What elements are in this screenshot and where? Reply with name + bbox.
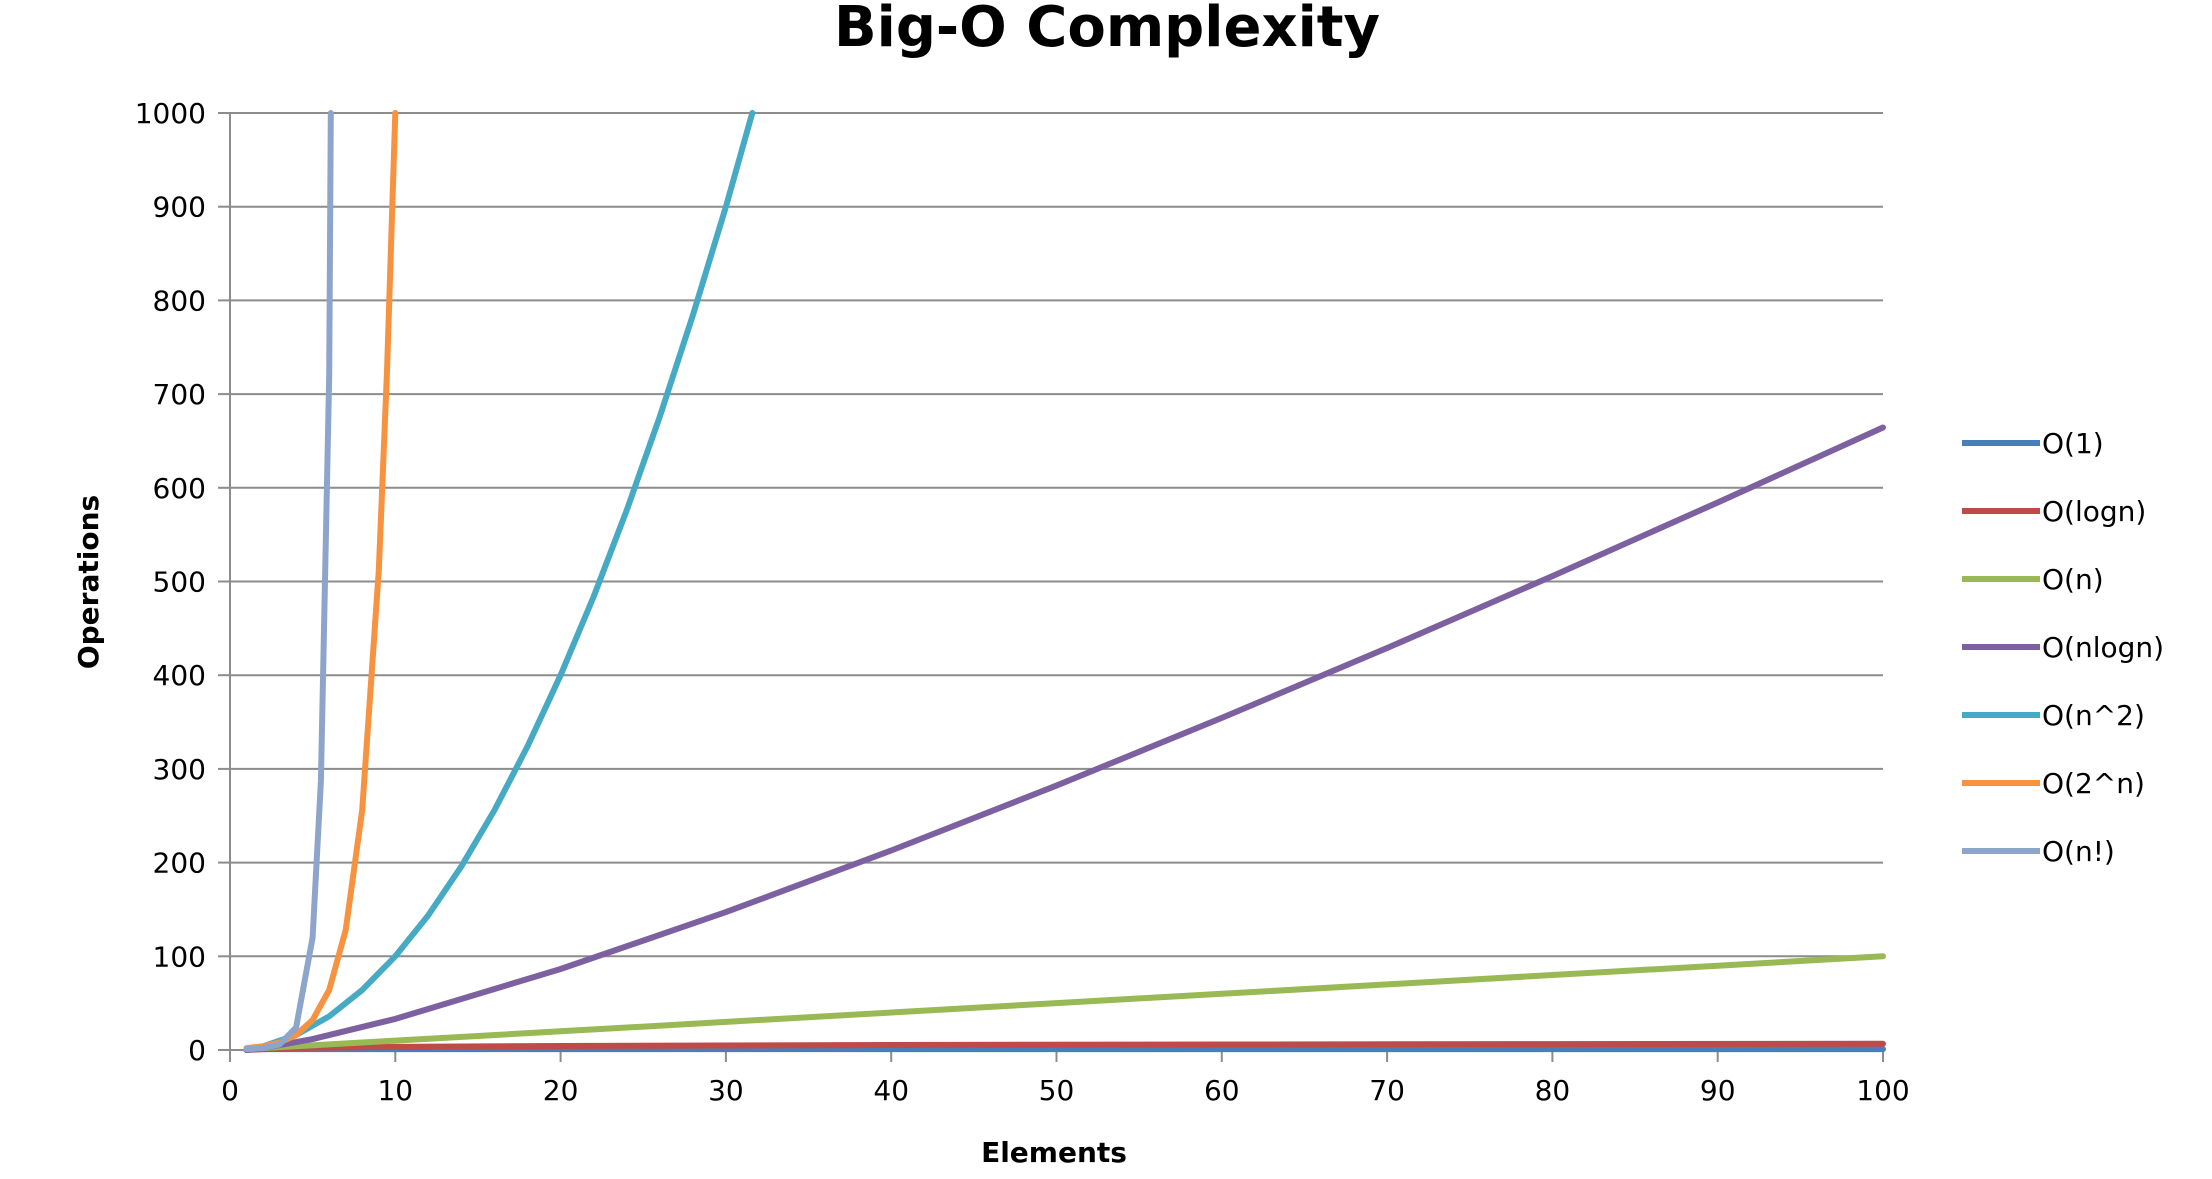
legend-item-o-n: O(n): [1962, 563, 2104, 596]
x-tick-label: 40: [873, 1074, 909, 1107]
legend-label: O(logn): [2042, 495, 2146, 528]
x-tick-label: 90: [1700, 1074, 1736, 1107]
y-tick-label: 400: [153, 659, 206, 692]
y-tick-label: 500: [153, 566, 206, 599]
x-tick-label: 50: [1039, 1074, 1075, 1107]
y-tick-label: 700: [153, 378, 206, 411]
y-tick-label: 200: [153, 847, 206, 880]
legend-item-o-nlogn: O(nlogn): [1962, 631, 2164, 664]
series-line-o-n: [243, 110, 334, 1053]
y-tick-label: 100: [153, 940, 206, 973]
y-tick-label: 800: [153, 284, 206, 317]
y-tick-label: 300: [153, 753, 206, 786]
legend-label: O(n!): [2042, 835, 2115, 868]
x-tick-label: 10: [377, 1074, 413, 1107]
x-tick-label: 100: [1856, 1074, 1909, 1107]
legend-item-o-n: O(n!): [1962, 835, 2115, 868]
legend-label: O(2^n): [2042, 767, 2145, 800]
tick-labels: 0 100 200 300 400 500 600 700 800 900 1000 0 10 20 30 4…: [135, 97, 1910, 1107]
axes: [218, 112, 1884, 1062]
legend-label: O(n^2): [2042, 699, 2145, 732]
series-line-o-nlogn: [243, 424, 1886, 1053]
series-line-o-n-2: [243, 110, 756, 1053]
series-lines: [243, 110, 1886, 1053]
x-tick-label: 80: [1535, 1074, 1571, 1107]
legend-item-o-logn: O(logn): [1962, 495, 2146, 528]
gridlines: [230, 112, 1883, 958]
x-tick-label: 20: [543, 1074, 579, 1107]
legend-item-o-n-2: O(n^2): [1962, 699, 2145, 732]
x-tick-label: 70: [1369, 1074, 1405, 1107]
legend-label: O(n): [2042, 563, 2104, 596]
chart-title: Big-O Complexity: [834, 0, 1380, 60]
y-tick-label: 600: [153, 472, 206, 505]
series-line-o-n: [243, 953, 1886, 1053]
x-axis-title: Elements: [981, 1136, 1127, 1169]
x-tick-label: 30: [708, 1074, 744, 1107]
x-tick-label: 60: [1204, 1074, 1240, 1107]
legend-item-o-2-n: O(2^n): [1962, 767, 2145, 800]
legend: O(1) O(logn) O(n) O(nlogn) O(n^2) O(2^n) O(n!): [1962, 427, 2164, 868]
legend-label: O(1): [2042, 427, 2104, 460]
y-axis-title: Operations: [72, 495, 105, 669]
legend-item-o-1: O(1): [1962, 427, 2104, 460]
y-tick-label: 900: [153, 191, 206, 224]
x-tick-label: 0: [221, 1074, 239, 1107]
legend-label: O(nlogn): [2042, 631, 2164, 664]
y-tick-label: 1000: [135, 97, 206, 130]
y-tick-label: 0: [188, 1034, 206, 1067]
